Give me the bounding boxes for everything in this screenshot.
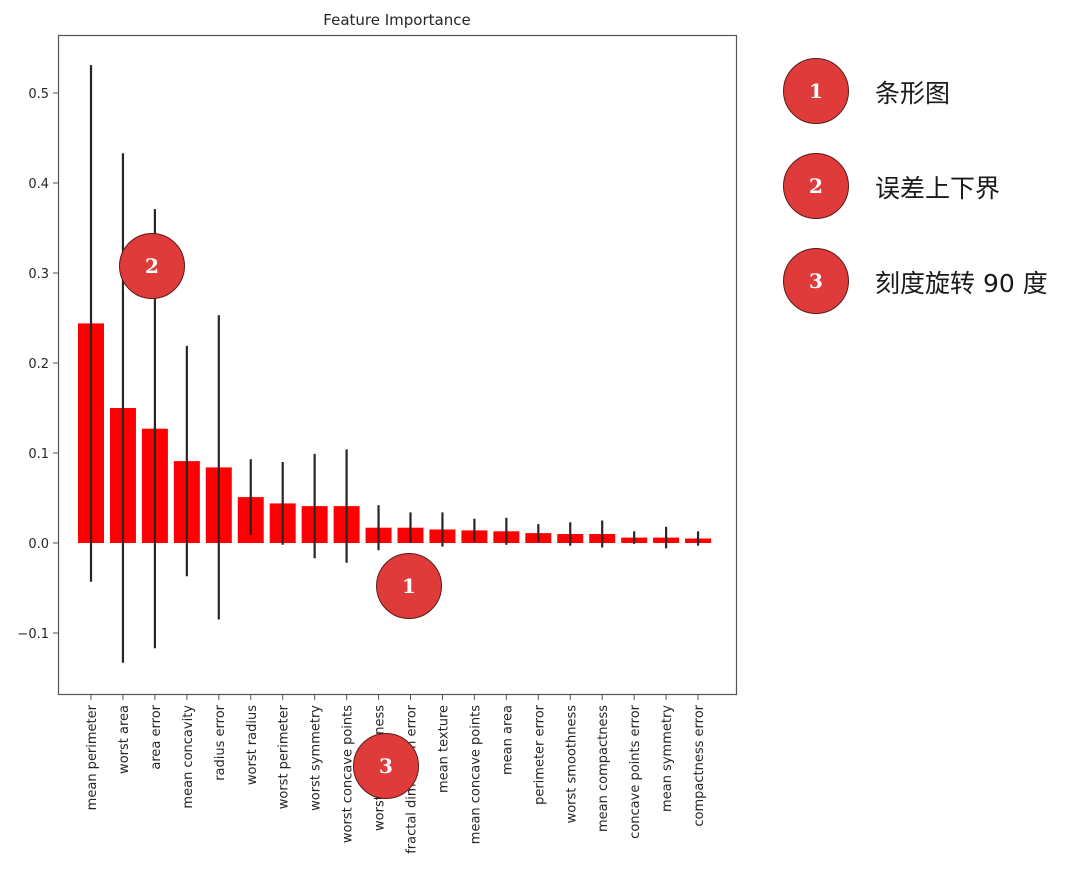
y-tick-label: 0.5 — [28, 87, 49, 102]
y-tick-label: 0.3 — [28, 267, 49, 282]
x-tick-label: worst area — [117, 705, 132, 774]
y-tick-label: 0.1 — [28, 447, 49, 462]
legend-label-error-bounds: 误差上下界 — [875, 174, 1001, 203]
y-tick-label: 0.4 — [28, 177, 49, 192]
x-tick-label: mean compactness — [596, 705, 611, 832]
x-tick-label: mean area — [500, 705, 515, 775]
annotation-legend: 1 条形图 2 误差上下界 3 刻度旋转 90 度 — [780, 58, 1080, 343]
number-badge-2: 2 — [783, 153, 849, 219]
chart-title: Feature Importance — [323, 11, 470, 29]
x-tick-label: worst radius — [245, 705, 260, 785]
x-tick-label: worst smoothness — [564, 705, 579, 824]
plot-area-frame — [57, 34, 738, 696]
x-tick-label: worst symmetry — [309, 705, 324, 811]
legend-item-bar-chart: 1 条形图 — [780, 58, 1080, 153]
number-badge-1: 1 — [783, 58, 849, 124]
x-tick-label: perimeter error — [532, 704, 547, 805]
y-tick-label: 0.0 — [28, 537, 49, 552]
callout-badge-3: 3 — [353, 733, 419, 799]
x-tick-label: worst perimeter — [277, 704, 292, 809]
x-tick-label: mean concavity — [181, 705, 196, 809]
callout-badge-1: 1 — [376, 553, 442, 619]
y-tick-label: −0.1 — [17, 627, 49, 642]
x-tick-label: mean symmetry — [660, 705, 675, 812]
x-tick-label: mean concave points — [468, 705, 483, 844]
x-tick-label: mean perimeter — [85, 704, 100, 810]
bars-layer — [78, 323, 712, 543]
x-tick-label: radius error — [213, 704, 228, 780]
x-tick-label: compactness error — [692, 704, 707, 826]
number-badge-3: 3 — [783, 248, 849, 314]
legend-item-error-bounds: 2 误差上下界 — [780, 153, 1080, 248]
x-tick-label: mean texture — [436, 705, 451, 793]
y-tick-label: 0.2 — [28, 357, 49, 372]
x-tick-label: concave points error — [628, 704, 643, 838]
x-tick-label: worst concave points — [341, 705, 356, 843]
callout-badge-2: 2 — [119, 233, 185, 299]
error-bars-layer — [89, 65, 700, 663]
y-axis: −0.1 0.0 0.1 0.2 0.3 0.4 0.5 — [17, 87, 58, 642]
legend-item-tick-rotation: 3 刻度旋转 90 度 — [780, 248, 1080, 343]
x-tick-label: area error — [149, 704, 164, 769]
legend-label-bar-chart: 条形图 — [875, 79, 951, 108]
legend-label-tick-rotation: 刻度旋转 90 度 — [875, 269, 1048, 298]
